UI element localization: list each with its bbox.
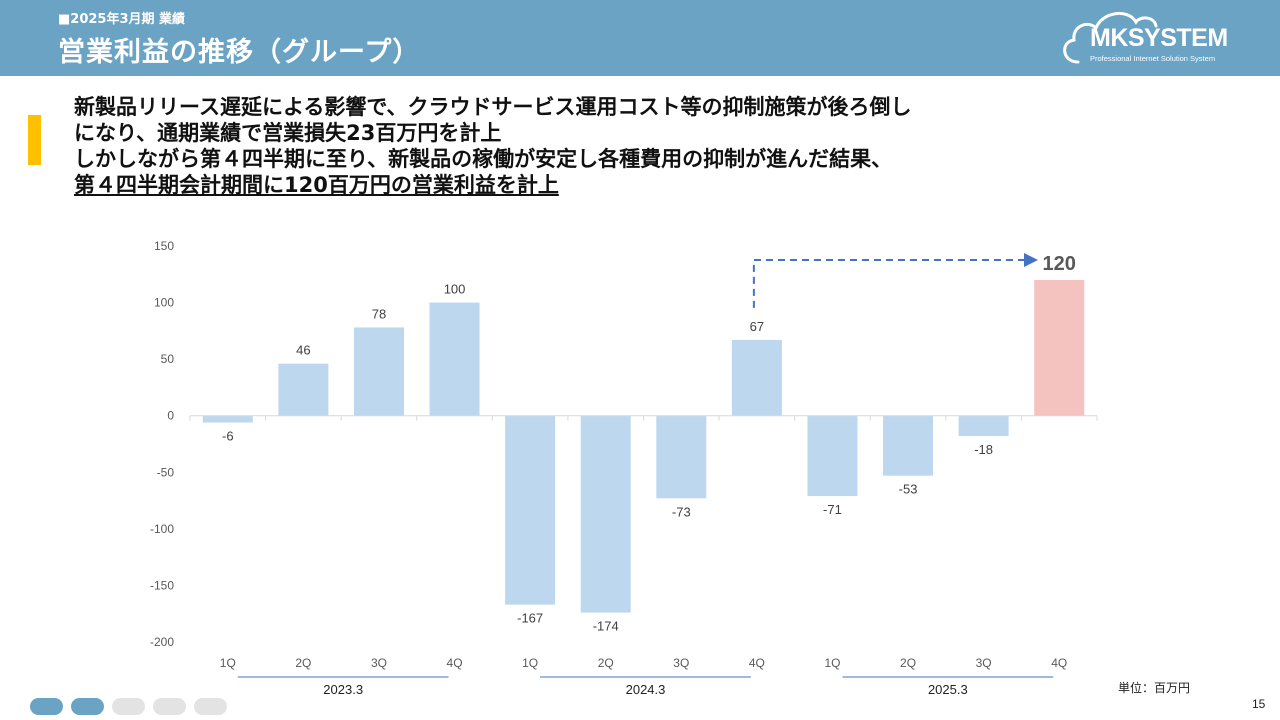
progress-dot-inactive — [194, 698, 227, 715]
y-tick-label: -50 — [157, 465, 175, 479]
company-logo: MKSYSTEM Professional Internet Solution … — [1058, 6, 1244, 70]
bar — [1034, 279, 1085, 416]
x-category-label: 1Q — [824, 656, 840, 670]
x-axis-groups: 2023.3 2024.3 2025.3 — [237, 676, 1054, 697]
bar — [353, 327, 404, 416]
bar — [883, 415, 934, 476]
x-group-label: 2023.3 — [323, 682, 363, 697]
x-category-label: 2Q — [900, 656, 916, 670]
data-label: -53 — [899, 482, 918, 497]
logo-tagline: Professional Internet Solution System — [1090, 54, 1216, 63]
summary-line-2: になり、通期業績で営業損失23百万円を計上 — [74, 121, 502, 145]
data-label: -174 — [593, 619, 619, 634]
data-label: -71 — [823, 502, 842, 517]
progress-dot-active — [71, 698, 104, 715]
x-category-label: 3Q — [976, 656, 992, 670]
y-tick-label: -200 — [150, 635, 174, 649]
data-label: -73 — [672, 504, 691, 519]
bar — [958, 415, 1009, 437]
x-group-label: 2024.3 — [626, 682, 666, 697]
x-category-label: 4Q — [749, 656, 765, 670]
header-bar: ■2025年3月期 業績 営業利益の推移（グループ） MKSYSTEM Prof… — [0, 0, 1280, 76]
bar — [580, 415, 631, 613]
y-tick-label: 0 — [167, 409, 174, 423]
x-category-label: 4Q — [1051, 656, 1067, 670]
progress-dot-active — [30, 698, 63, 715]
data-labels: -6 46 78 100 -167 -174 -73 67 -71 -53 -18 120 — [222, 253, 1076, 634]
bar — [278, 363, 329, 416]
y-tick-label: -150 — [150, 578, 174, 592]
unit-label: 単位：百万円 — [1118, 681, 1191, 695]
y-tick-label: 50 — [161, 352, 175, 366]
y-axis: 150 100 50 0 -50 -100 -150 -200 — [150, 239, 174, 649]
y-tick-label: -100 — [150, 522, 174, 536]
bar — [656, 415, 707, 499]
summary-line-1: 新製品リリース遅延による影響で、クラウドサービス運用コスト等の抑制施策が後ろ倒し — [74, 95, 912, 119]
x-category-label: 3Q — [371, 656, 387, 670]
data-label: 46 — [296, 343, 310, 358]
accent-bar — [28, 115, 41, 165]
summary-text: 新製品リリース遅延による影響で、クラウドサービス運用コスト等の抑制施策が後ろ倒し… — [74, 94, 1094, 198]
x-axis-categories: 1Q 2Q 3Q 4Q 1Q 2Q 3Q 4Q 1Q 2Q 3Q 4Q — [220, 656, 1067, 670]
data-label: 67 — [750, 319, 764, 334]
x-category-label: 1Q — [522, 656, 538, 670]
y-tick-label: 150 — [154, 239, 174, 253]
dashed-arrow — [752, 253, 1039, 308]
x-category-label: 3Q — [673, 656, 689, 670]
cloud-logo-icon — [1063, 12, 1158, 64]
data-label: 120 — [1043, 253, 1076, 275]
progress-dot-inactive — [112, 698, 145, 715]
page-title: 営業利益の推移（グループ） — [58, 37, 421, 68]
data-label: 78 — [372, 306, 386, 321]
x-group-label: 2025.3 — [928, 682, 968, 697]
bar — [429, 302, 480, 416]
bars — [202, 279, 1085, 613]
x-axis — [189, 415, 1098, 421]
y-tick-label: 100 — [154, 296, 174, 310]
data-label: -167 — [517, 611, 543, 626]
comparison-arrow — [752, 253, 1039, 308]
section-label: ■2025年3月期 業績 — [58, 12, 186, 27]
operating-profit-chart: 150 100 50 0 -50 -100 -150 -200 -6 46 78 100 -167 -1… — [150, 239, 1098, 697]
logo-wordmark: MKSYSTEM — [1090, 24, 1228, 52]
summary-line-3: しかしながら第４四半期に至り、新製品の稼働が安定し各種費用の抑制が進んだ結果、 — [74, 147, 893, 171]
x-category-label: 1Q — [220, 656, 236, 670]
bar — [731, 339, 782, 416]
x-category-label: 4Q — [447, 656, 463, 670]
summary-line-4: 第４四半期会計期間に120百万円の営業利益を計上 — [74, 173, 559, 197]
x-category-label: 2Q — [295, 656, 311, 670]
data-label: -18 — [974, 442, 993, 457]
progress-dot-inactive — [153, 698, 186, 715]
page-number: 15 — [1252, 697, 1266, 711]
bar — [202, 415, 253, 423]
bar — [807, 415, 858, 497]
x-category-label: 2Q — [598, 656, 614, 670]
data-label: -6 — [222, 429, 234, 444]
bar — [505, 415, 556, 605]
data-label: 100 — [444, 282, 466, 297]
